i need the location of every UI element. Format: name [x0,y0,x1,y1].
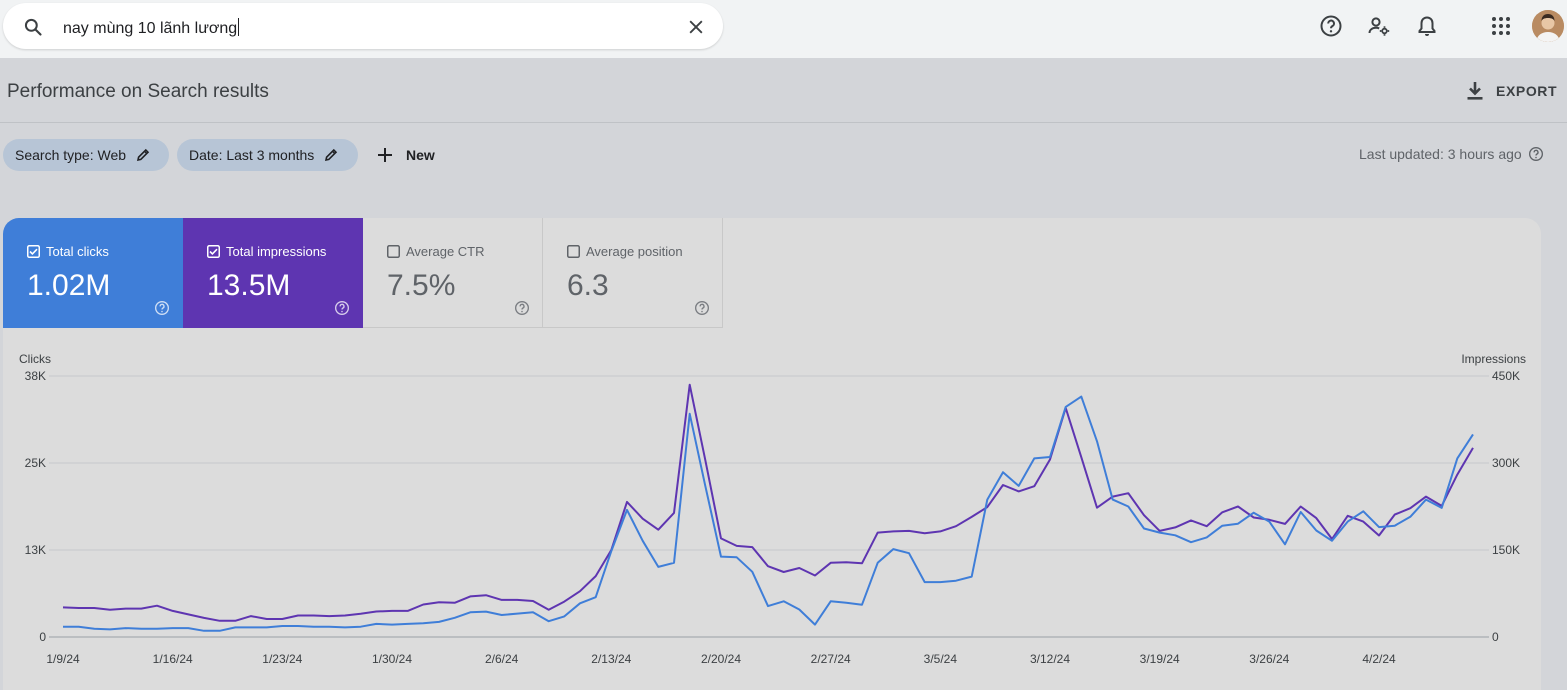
search-icon[interactable] [23,17,43,37]
checkbox-icon[interactable] [207,245,220,258]
metric-value: 6.3 [567,269,609,302]
y-tick-label: 0 [39,630,46,644]
x-tick-label: 2/27/24 [811,652,851,666]
x-tick-label: 1/30/24 [372,652,412,666]
x-tick-label: 3/12/24 [1030,652,1070,666]
date-label: Date: Last 3 months [189,147,315,163]
header-divider [0,122,1567,123]
manage-user-icon[interactable] [1367,14,1391,38]
metric-card-total-clicks[interactable]: Total clicks 1.02M [3,218,183,328]
x-tick-label: 2/6/24 [485,652,519,666]
performance-panel: Total clicks 1.02M Total impressions 13.… [3,218,1541,690]
search-type-label: Search type: Web [15,147,127,163]
x-tick-label: 2/13/24 [591,652,631,666]
checkbox-icon[interactable] [387,245,400,258]
x-tick-label: 3/5/24 [924,652,958,666]
export-label: EXPORT [1496,83,1558,99]
edit-icon [325,148,338,162]
y2-tick-label: 300K [1492,456,1520,470]
y2-tick-label: 450K [1492,369,1520,383]
notifications-icon[interactable] [1415,14,1439,38]
metric-card-average-ctr[interactable]: Average CTR 7.5% [363,218,543,328]
help-icon[interactable] [1528,146,1544,162]
y-tick-label: 13K [25,543,46,557]
x-tick-label: 1/16/24 [153,652,193,666]
x-tick-label: 1/9/24 [46,652,80,666]
metric-label: Total clicks [46,244,109,259]
new-filter-label: New [406,147,435,163]
search-type-chip[interactable]: Search type: Web [3,139,169,171]
metric-label: Average position [586,244,683,259]
x-tick-label: 3/26/24 [1249,652,1289,666]
search-box[interactable]: nay mùng 10 lãnh lương [3,3,723,49]
search-input[interactable]: nay mùng 10 lãnh lương [63,20,238,37]
series-line-clicks [63,395,1474,632]
metric-value: 7.5% [387,269,456,302]
x-tick-label: 3/19/24 [1140,652,1180,666]
last-updated-text: Last updated: 3 hours ago [1359,146,1522,162]
x-tick-label: 2/20/24 [701,652,741,666]
help-icon[interactable] [154,300,170,316]
new-filter-button[interactable]: New [376,144,435,166]
help-icon[interactable] [334,300,350,316]
last-updated: Last updated: 3 hours ago [1359,146,1544,162]
metric-label: Total impressions [226,244,327,259]
performance-chart: Clicks Impressions 38K 450K 25K 300K 13K 150K… [19,352,1526,666]
metric-value: 13.5M [207,269,291,302]
x-tick-label: 1/23/24 [262,652,302,666]
date-chip[interactable]: Date: Last 3 months [177,139,358,171]
download-icon [1467,82,1483,100]
page-title: Performance on Search results [7,81,269,102]
y-tick-label: 38K [25,369,46,383]
x-tick-label: 4/2/24 [1362,652,1396,666]
metric-card-average-position[interactable]: Average position 6.3 [543,218,723,328]
series-line-impressions [62,383,1474,622]
top-bar: nay mùng 10 lãnh lương [0,0,1567,58]
export-button[interactable]: EXPORT [1466,80,1557,102]
checkbox-icon[interactable] [27,245,40,258]
metric-label: Average CTR [406,244,485,259]
plus-icon [378,148,392,162]
y2-tick-label: 0 [1492,630,1499,644]
metric-card-total-impressions[interactable]: Total impressions 13.5M [183,218,363,328]
help-icon[interactable] [514,300,530,316]
edit-icon [136,148,150,162]
apps-icon[interactable] [1489,14,1513,38]
metric-value: 1.02M [27,269,111,302]
help-icon[interactable] [694,300,710,316]
checkbox-icon[interactable] [567,245,580,258]
help-icon[interactable] [1319,14,1343,38]
y-tick-label: 25K [25,456,46,470]
clear-icon[interactable] [686,17,706,37]
y2-tick-label: 150K [1492,543,1520,557]
right-axis-label: Impressions [1461,352,1526,366]
avatar[interactable] [1532,10,1564,42]
left-axis-label: Clicks [19,352,51,366]
